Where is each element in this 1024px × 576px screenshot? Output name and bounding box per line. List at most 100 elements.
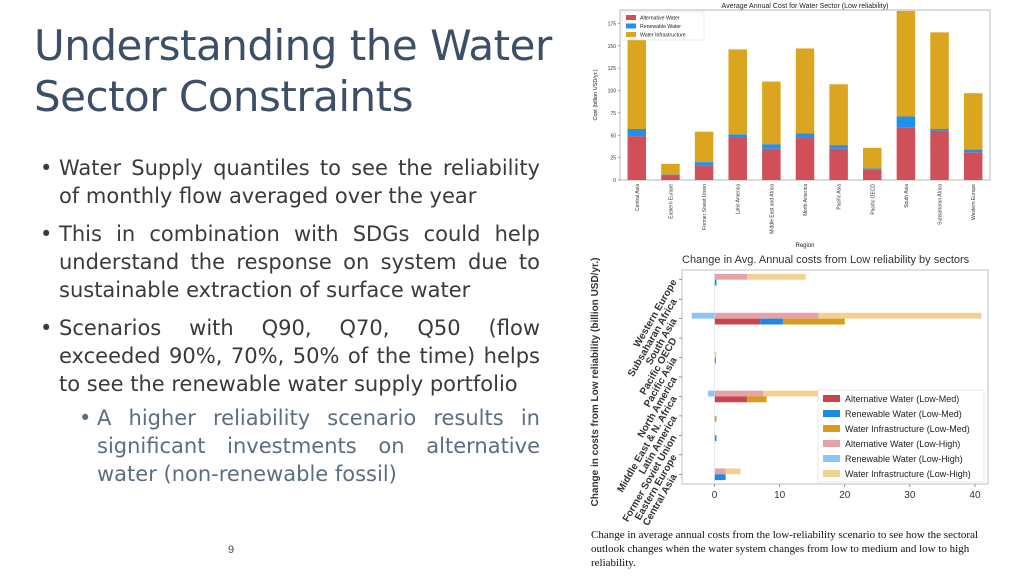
x-tick-label: Central Asia	[635, 184, 641, 211]
bar-segment	[760, 318, 783, 325]
x-tick-label: 40	[969, 490, 981, 501]
legend-swatch	[626, 15, 636, 20]
x-tick-label: 10	[774, 490, 786, 501]
y-tick-label: 125	[608, 66, 617, 72]
legend-label: Renewable Water (Low-High)	[845, 454, 963, 464]
bar-segment	[795, 48, 815, 134]
y-tick-label: 25	[610, 156, 616, 162]
legend-swatch	[823, 410, 840, 417]
bar-segment	[747, 273, 806, 280]
bar-segment	[694, 162, 714, 166]
bullet-item: This in combination with SDGs could help…	[40, 220, 540, 304]
bar-segment	[863, 168, 882, 170]
sub-bullet-item: A higher reliability scenario results in…	[79, 404, 540, 488]
legend-label: Water Infrastructure (Low-Med)	[845, 424, 970, 434]
x-tick-label: Former Soviet Union	[702, 184, 708, 230]
bar-segment	[896, 10, 916, 117]
x-tick-label: Subsaharan Africa	[938, 184, 944, 225]
bar-segment	[762, 144, 781, 149]
legend-label: Renewable Water	[640, 24, 681, 30]
bar-segment	[714, 468, 726, 475]
bar-segment	[714, 415, 717, 422]
legend-swatch	[626, 23, 636, 29]
bar-segment	[963, 93, 983, 150]
y-tick-label: 0	[613, 178, 616, 184]
x-tick-label: 0	[712, 490, 718, 501]
y-tick-label: 175	[608, 21, 617, 27]
bar-segment	[795, 137, 815, 180]
y-tick-label: 75	[610, 111, 616, 117]
y-tick-label: 50	[610, 133, 616, 139]
y-tick-label: 150	[608, 44, 617, 50]
y-tick-label: 100	[608, 89, 617, 95]
legend-label: Alternative Water (Low-Med)	[845, 394, 959, 404]
bar-segment	[661, 174, 680, 176]
bar-segment	[762, 81, 781, 145]
bar-segment	[714, 318, 761, 325]
bar-segment	[728, 137, 747, 180]
y-axis-label: Change in costs from Low reliability (bi…	[590, 258, 601, 507]
chart-title: Average Annual Cost for Water Sector (Lo…	[722, 3, 889, 10]
bar-segment	[708, 390, 715, 397]
x-tick-label: Pacific Asia	[837, 184, 843, 210]
legend-label: Renewable Water (Low-Med)	[845, 409, 962, 419]
x-tick-label: Middle East and Africa	[769, 184, 775, 234]
bar-segment	[714, 396, 748, 403]
bar-segment	[691, 312, 715, 319]
bar-segment	[896, 116, 916, 128]
x-tick-label: North America	[803, 184, 809, 216]
bar-segment	[694, 165, 714, 180]
legend-swatch	[823, 440, 840, 447]
bullet-list: Water Supply quantiles to see the reliab…	[40, 154, 540, 498]
sub-bullet-list: A higher reliability scenario results in…	[59, 404, 540, 488]
bar-segment	[627, 136, 647, 180]
bar-segment	[818, 312, 982, 319]
x-tick-label: South Asia	[904, 184, 910, 208]
bar-segment	[747, 396, 767, 403]
bar-segment	[795, 133, 815, 138]
bar-segment	[714, 279, 717, 286]
bar-segment	[829, 145, 848, 149]
bar-segment	[829, 84, 848, 146]
bar-segment	[661, 163, 680, 175]
bullet-item-with-sub: Scenarios with Q90, Q70, Q50 (flow excee…	[40, 314, 540, 488]
legend-swatch	[823, 395, 840, 402]
bar-segment	[930, 32, 949, 129]
bar-segment	[627, 38, 647, 130]
bar-segment	[728, 49, 747, 135]
bar-segment	[728, 134, 747, 138]
x-tick-label: 30	[904, 490, 916, 501]
legend-label: Alternative Water (Low-High)	[845, 439, 960, 449]
bar-segment	[714, 312, 819, 319]
bar-segment	[627, 129, 647, 137]
bar-segment	[829, 148, 848, 180]
bar-segment	[714, 273, 748, 280]
x-tick-label: Latin America	[736, 184, 742, 215]
x-tick-label: Western Europe	[971, 184, 977, 220]
x-axis-label: Region	[795, 243, 814, 249]
chart-legend: Alternative Water (Low-Med) Renewable Wat…	[817, 389, 985, 483]
x-tick-label: Eastern Europe	[668, 184, 674, 219]
figure-caption: Change in average annual costs from the …	[591, 529, 979, 569]
legend-swatch	[823, 470, 840, 477]
bar-segment	[930, 130, 949, 180]
chart-legend: Alternative Water Renewable Water Water In…	[621, 11, 705, 41]
bar-segment	[694, 131, 714, 163]
bar-segment	[963, 149, 983, 153]
bar-segment	[782, 318, 845, 325]
bar-segment	[896, 127, 916, 180]
slide-title: Understanding the Water Sector Constrain…	[34, 21, 552, 121]
y-axis-label: Cost (billion USD/yr.)	[593, 69, 599, 120]
bullet-item: Water Supply quantiles to see the reliab…	[40, 154, 540, 210]
bar-segment	[661, 175, 680, 180]
x-tick-label: 20	[839, 490, 851, 501]
bar-segment	[930, 129, 949, 131]
bar-segment	[762, 148, 781, 180]
bar-segment	[714, 390, 764, 397]
bar-segment	[725, 468, 741, 475]
bar-segment	[714, 351, 717, 358]
legend-box	[817, 389, 985, 483]
bar-segment	[863, 147, 882, 169]
chart-title: Change in Avg. Annual costs from Low rel…	[682, 254, 970, 266]
